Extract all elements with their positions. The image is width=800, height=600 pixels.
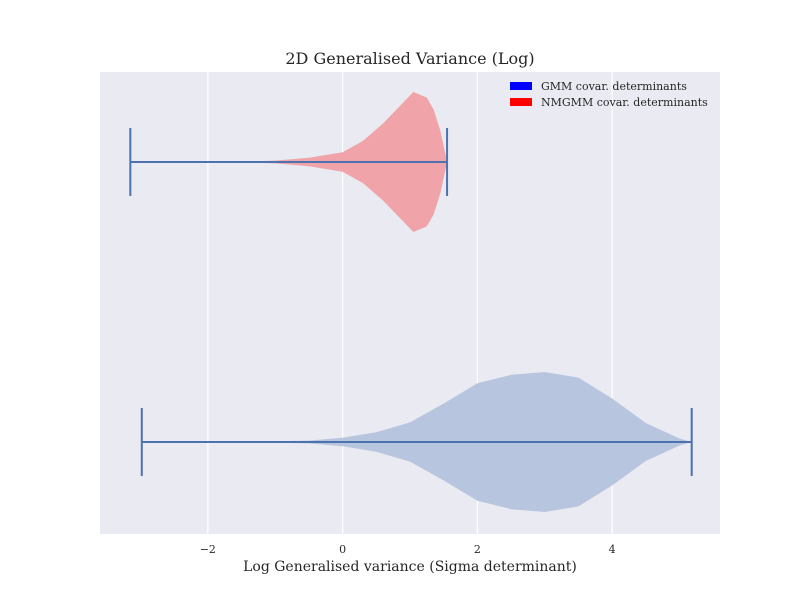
legend-swatch xyxy=(510,98,532,106)
legend-label: NMGMM covar. determinants xyxy=(541,96,708,109)
legend-swatch xyxy=(510,82,532,90)
violins xyxy=(129,92,693,512)
x-axis-label: Log Generalised variance (Sigma determin… xyxy=(243,559,577,575)
legend: GMM covar. determinants NMGMM covar. dete… xyxy=(510,80,708,109)
legend-label: GMM covar. determinants xyxy=(541,80,687,93)
x-ticks: −2 0 2 4 xyxy=(200,543,616,556)
x-tick-label: 0 xyxy=(339,543,346,556)
chart-title: 2D Generalised Variance (Log) xyxy=(285,49,534,68)
x-tick-label: 2 xyxy=(474,543,481,556)
x-tick-label: −2 xyxy=(200,543,216,556)
x-tick-label: 4 xyxy=(609,543,616,556)
